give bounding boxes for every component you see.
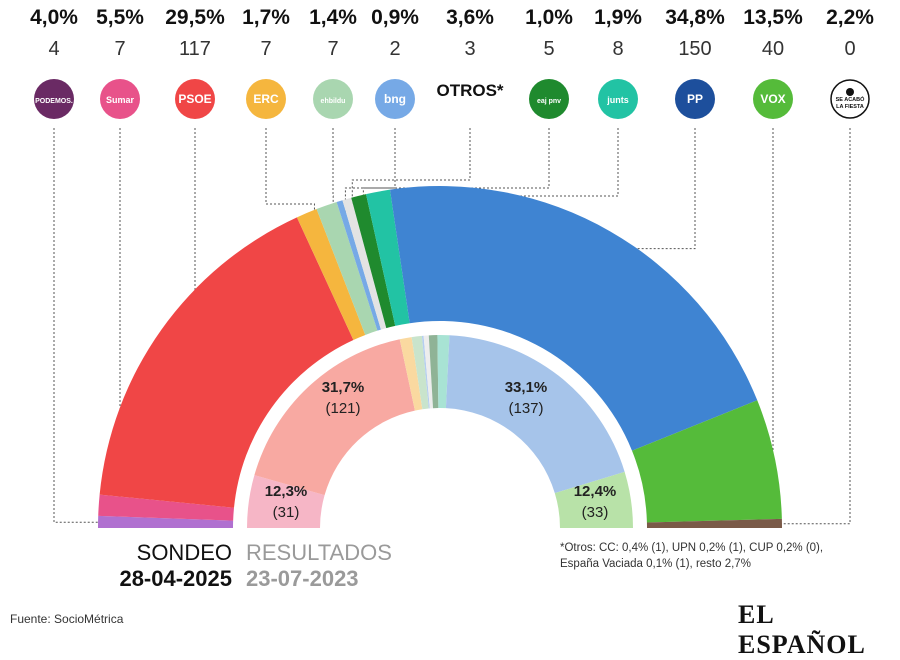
pct-podemos: 4,0% [30,6,78,29]
pct-sumar: 5,5% [96,6,144,29]
vox-logo-icon: VOX [753,79,793,119]
seats-junts: 8 [612,38,623,60]
footnote-line-1: *Otros: CC: 0,4% (1), UPN 0,2% (1), CUP … [560,540,860,556]
source-note: Fuente: SocioMétrica [10,612,123,626]
svg-text:eaj pnv: eaj pnv [537,98,561,105]
svg-text:PSOE: PSOE [178,92,211,106]
pct-ehbildu: 1,4% [309,6,357,29]
seats-pnv: 5 [543,38,554,60]
psoe-logo-icon: PSOE [175,79,215,119]
seats-psoe: 117 [179,38,211,60]
pct-pp: 34,8% [665,6,725,29]
erc-logo-icon: ERC [246,79,286,119]
sumar-logo-icon: Sumar [100,79,140,119]
inner-pct-psoe-2023: 31,7% [322,379,365,396]
seats-podemos: 4 [48,38,59,60]
pct-pnv: 1,0% [525,6,573,29]
pct-vox: 13,5% [743,6,803,29]
pct-erc: 1,7% [242,6,290,29]
svg-text:SE ACABÓ: SE ACABÓ [836,95,866,103]
connector-pp [600,128,695,249]
ehbildu-logo-icon: ehbildu [313,79,353,119]
seats-otros: 3 [464,38,475,60]
pnv-logo-icon: eaj pnv [529,79,569,119]
podemos-logo-icon: PODEMOS. [34,79,74,119]
inner-pct-vox-2023: 12,4% [574,483,617,500]
otros-logo-icon: OTROS* [436,81,503,100]
svg-text:junts: junts [606,95,629,105]
inner-seats-pp-2023: (137) [508,400,543,417]
inner-seats-sumar-2023: (31) [273,504,300,521]
seats-erc: 7 [260,38,271,60]
pct-junts: 1,9% [594,6,642,29]
svg-text:OTROS*: OTROS* [436,81,503,100]
results-legend-label: RESULTADOS [246,540,392,566]
seats-sealf: 0 [844,38,855,60]
pct-sealf: 2,2% [826,6,874,29]
bng-logo-icon: bng [375,79,415,119]
junts-logo-icon: junts [598,79,638,119]
svg-text:PP: PP [687,92,703,106]
parliament-chart: 4,0% 4 PODEMOS. 5,5% 7 Sumar 29,5% 117 PSOE 1,7% 7… [0,0,900,620]
inner-pct-sumar-2023: 12,3% [265,483,308,500]
inner-pct-pp-2023: 33,1% [505,379,548,396]
pp-logo-icon: PP [675,79,715,119]
footnote-line-2: España Vaciada 0,1% (1), resto 2,7% [560,556,860,572]
svg-text:LA FIESTA: LA FIESTA [836,104,864,110]
svg-text:VOX: VOX [760,92,785,106]
pct-bng: 0,9% [371,6,419,29]
pct-psoe: 29,5% [165,6,225,29]
survey-legend-label: SONDEO [136,540,232,566]
seats-ehbildu: 7 [327,38,338,60]
seats-sumar: 7 [114,38,125,60]
inner-seats-psoe-2023: (121) [325,400,360,417]
seats-vox: 40 [762,38,784,60]
results-legend-date: 23-07-2023 [246,566,359,592]
brand-logo: EL ESPAÑOL [738,600,900,660]
party-header: 4,0% 4 PODEMOS. 5,5% 7 Sumar 29,5% 117 PSOE 1,7% 7… [30,6,874,119]
svg-text:ehbildu: ehbildu [321,98,346,105]
survey-legend-date: 28-04-2025 [96,566,232,592]
inner-seats-vox-2023: (33) [582,504,609,521]
seats-pp: 150 [678,38,711,60]
svg-text:bng: bng [384,92,406,106]
seats-bng: 2 [389,38,400,60]
others-footnote: *Otros: CC: 0,4% (1), UPN 0,2% (1), CUP … [560,540,860,572]
svg-text:Sumar: Sumar [106,95,135,105]
svg-text:PODEMOS.: PODEMOS. [35,98,73,105]
svg-text:ERC: ERC [253,92,279,106]
pct-otros: 3,6% [446,6,494,29]
